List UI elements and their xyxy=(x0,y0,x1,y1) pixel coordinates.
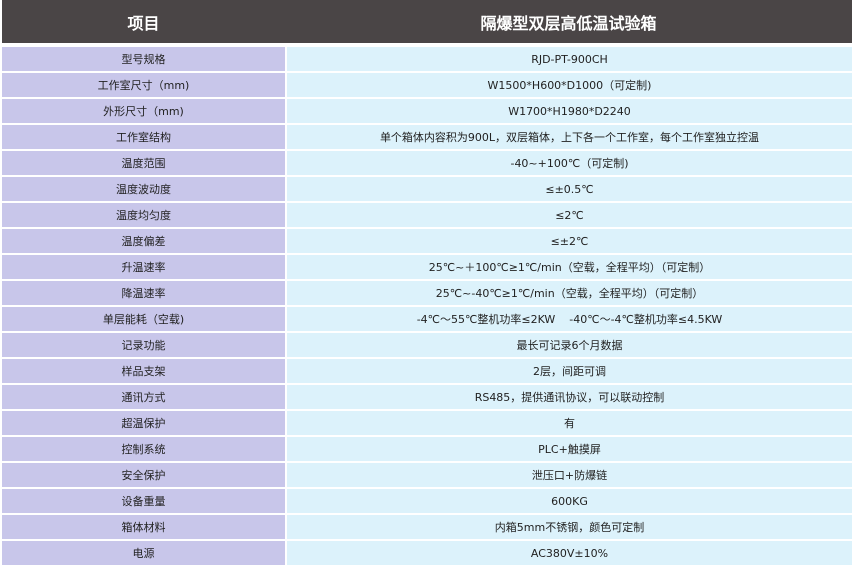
table-row: 记录功能 最长可记录6个月数据 xyxy=(2,333,852,357)
spec-value: W1500*H600*D1000（可定制) xyxy=(287,73,852,97)
spec-label: 型号规格 xyxy=(2,47,285,71)
spec-label: 工作室结构 xyxy=(2,125,285,149)
spec-value: ≤±2℃ xyxy=(287,229,852,253)
spec-label: 箱体材料 xyxy=(2,515,285,539)
spec-label: 超温保护 xyxy=(2,411,285,435)
spec-label: 电源 xyxy=(2,541,285,565)
spec-value: W1700*H1980*D2240 xyxy=(287,99,852,123)
table-row: 温度偏差 ≤±2℃ xyxy=(2,229,852,253)
spec-label: 降温速率 xyxy=(2,281,285,305)
table-header: 项目 隔爆型双层高低温试验箱 xyxy=(2,0,852,43)
spec-label: 升温速率 xyxy=(2,255,285,279)
spec-value: RS485，提供通讯协议，可以联动控制 xyxy=(287,385,852,409)
spec-label: 控制系统 xyxy=(2,437,285,461)
spec-value: 泄压口+防爆链 xyxy=(287,463,852,487)
spec-label: 外形尺寸（mm) xyxy=(2,99,285,123)
table-row: 外形尺寸（mm) W1700*H1980*D2240 xyxy=(2,99,852,123)
table-row: 型号规格 RJD-PT-900CH xyxy=(2,47,852,71)
spec-value: ≤±0.5℃ xyxy=(287,177,852,201)
spec-label: 温度均匀度 xyxy=(2,203,285,227)
spec-value: AC380V±10% xyxy=(287,541,852,565)
table-row: 通讯方式 RS485，提供通讯协议，可以联动控制 xyxy=(2,385,852,409)
table-row: 超温保护有 xyxy=(2,411,852,435)
spec-label: 单层能耗（空载) xyxy=(2,307,285,331)
spec-label: 温度偏差 xyxy=(2,229,285,253)
spec-label: 通讯方式 xyxy=(2,385,285,409)
table-row: 箱体材料 内箱5mm不锈钢，颜色可定制 xyxy=(2,515,852,539)
header-product: 隔爆型双层高低温试验箱 xyxy=(480,13,657,33)
table-row: 温度均匀度 ≤2℃ xyxy=(2,203,852,227)
spec-table: 型号规格 RJD-PT-900CH 工作室尺寸（mm) W1500*H600*D100… xyxy=(2,47,852,567)
table-row: 设备重量 600KG xyxy=(2,489,852,513)
table-row: 控制系统 PLC+触摸屏 xyxy=(2,437,852,461)
spec-value: 600KG xyxy=(287,489,852,513)
spec-value: 内箱5mm不锈钢，颜色可定制 xyxy=(287,515,852,539)
table-row: 安全保护 泄压口+防爆链 xyxy=(2,463,852,487)
spec-value: RJD-PT-900CH xyxy=(287,47,852,71)
spec-value: 25℃~＋100℃≥1℃/min（空载，全程平均）（可定制） xyxy=(287,255,852,279)
table-row: 升温速率 25℃~＋100℃≥1℃/min（空载，全程平均）（可定制） xyxy=(2,255,852,279)
spec-value: 25℃~-40℃≥1℃/min（空载，全程平均）（可定制） xyxy=(287,281,852,305)
table-row: 工作室尺寸（mm) W1500*H600*D1000（可定制) xyxy=(2,73,852,97)
spec-label: 温度范围 xyxy=(2,151,285,175)
spec-label: 设备重量 xyxy=(2,489,285,513)
spec-value: PLC+触摸屏 xyxy=(287,437,852,461)
spec-value: -40~+100℃（可定制) xyxy=(287,151,852,175)
table-row: 温度波动度 ≤±0.5℃ xyxy=(2,177,852,201)
spec-value: 单个箱体内容积为900L，双层箱体，上下各一个工作室，每个工作室独立控温 xyxy=(287,125,852,149)
spec-label: 温度波动度 xyxy=(2,177,285,201)
spec-value: 2层，间距可调 xyxy=(287,359,852,383)
spec-label: 工作室尺寸（mm) xyxy=(2,73,285,97)
spec-value: ≤2℃ xyxy=(287,203,852,227)
spec-value: -4℃～55℃整机功率≤2KW -40℃～-4℃整机功率≤4.5KW xyxy=(287,307,852,331)
table-row: 样品支架 2层，间距可调 xyxy=(2,359,852,383)
table-row: 工作室结构 单个箱体内容积为900L，双层箱体，上下各一个工作室，每个工作室独立控… xyxy=(2,125,852,149)
spec-label: 样品支架 xyxy=(2,359,285,383)
spec-value: 最长可记录6个月数据 xyxy=(287,333,852,357)
table-row: 降温速率 25℃~-40℃≥1℃/min（空载，全程平均）（可定制） xyxy=(2,281,852,305)
spec-label: 记录功能 xyxy=(2,333,285,357)
spec-label: 安全保护 xyxy=(2,463,285,487)
header-item: 项目 xyxy=(127,13,160,33)
table-row: 单层能耗（空载) -4℃～55℃整机功率≤2KW -40℃～-4℃整机功率≤4.5… xyxy=(2,307,852,331)
table-row: 温度范围 -40~+100℃（可定制) xyxy=(2,151,852,175)
spec-value: 有 xyxy=(287,411,852,435)
table-row: 电源 AC380V±10% xyxy=(2,541,852,565)
